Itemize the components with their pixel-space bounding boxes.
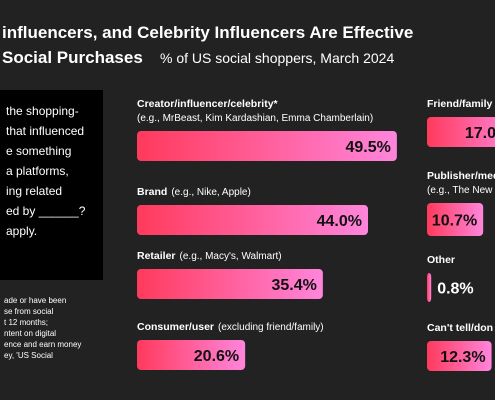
bar (137, 205, 368, 235)
question-text: apply. (6, 224, 37, 238)
question-text: a platforms, (6, 164, 69, 178)
question-text: the shopping- (6, 104, 79, 118)
bar (427, 273, 432, 302)
value-label: 44.0% (317, 213, 362, 230)
chart-subtitle: % of US social shoppers, March 2024 (160, 50, 394, 66)
chart-title: Social Purchases (2, 48, 143, 67)
category-name: Can't tell/don (427, 322, 493, 334)
category-label: Retailer (e.g., Macy's, Walmart) (137, 250, 282, 262)
question-text: that influenced (6, 124, 84, 138)
chart-title: influencers, and Celebrity Influencers A… (2, 23, 413, 42)
footnote: t 12 months; (4, 318, 48, 327)
category-name: Publisher/med (427, 170, 495, 182)
category-label: Friend/family (427, 98, 493, 110)
category-note: (e.g., Macy's, Walmart) (180, 251, 282, 262)
value-label: 20.6% (194, 348, 239, 365)
category-name: Retailer (137, 250, 176, 262)
value-label: 0.8% (437, 281, 473, 298)
footnote: se from social (4, 307, 54, 316)
value-label: 10.7% (432, 213, 477, 230)
category-note: (e.g., The New Yo (427, 185, 495, 196)
category-name: Other (427, 254, 455, 266)
footnote: ey, 'US Social (4, 351, 53, 360)
category-label: Consumer/user (excluding friend/family) (137, 321, 324, 333)
category-name: Brand (137, 186, 167, 198)
category-name: Friend/family (427, 98, 493, 110)
footnote: ence and earn money (4, 340, 81, 349)
bar (137, 131, 397, 161)
category-name: Creator/influencer/celebrity* (137, 98, 279, 110)
category-note: (e.g., Nike, Apple) (171, 187, 250, 198)
question-text: ing related (6, 184, 62, 198)
value-label: 35.4% (271, 277, 316, 294)
category-name: Consumer/user (137, 321, 214, 333)
question-text: ed by ______? (6, 204, 86, 218)
value-label: 17.0% (465, 125, 495, 142)
bar (427, 203, 484, 236)
category-label: Brand (e.g., Nike, Apple) (137, 186, 251, 198)
category-label: Creator/influencer/celebrity* (137, 98, 279, 110)
bar (427, 117, 495, 147)
footnote: ntent on digital (4, 329, 56, 338)
category-label: Publisher/med (427, 170, 495, 182)
question-box (0, 90, 103, 280)
footnote: ade or have been (4, 296, 66, 305)
bar (137, 269, 323, 299)
category-label: Can't tell/don (427, 322, 493, 334)
category-note: (excluding friend/family) (218, 322, 324, 333)
bar (137, 340, 246, 370)
bar (427, 341, 492, 371)
value-label: 12.3% (440, 349, 485, 366)
value-label: 49.5% (346, 139, 391, 156)
question-text: e something (6, 144, 71, 158)
category-label: Other (427, 254, 455, 266)
category-note: (e.g., MrBeast, Kim Kardashian, Emma Cha… (137, 113, 373, 124)
